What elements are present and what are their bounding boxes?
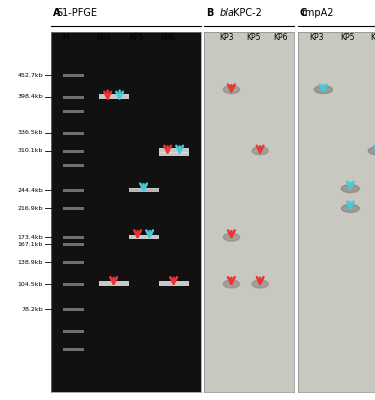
- Bar: [63, 74, 84, 77]
- Text: 336.5kb: 336.5kb: [18, 130, 43, 135]
- Text: bla: bla: [219, 8, 234, 18]
- Text: 104.5kb: 104.5kb: [18, 282, 43, 286]
- Text: 138.9kb: 138.9kb: [18, 260, 43, 265]
- Bar: [63, 348, 84, 350]
- Bar: [99, 282, 129, 286]
- Text: 216.9kb: 216.9kb: [18, 206, 43, 211]
- Ellipse shape: [368, 147, 375, 155]
- Text: KP6: KP6: [274, 33, 288, 42]
- Ellipse shape: [314, 86, 332, 94]
- Bar: [63, 330, 84, 333]
- Text: KP3: KP3: [220, 33, 234, 42]
- Text: KP6: KP6: [370, 33, 375, 42]
- Text: 78.2kb: 78.2kb: [21, 307, 43, 312]
- Ellipse shape: [341, 185, 359, 192]
- Bar: [63, 164, 84, 167]
- Text: 452.7kb: 452.7kb: [17, 73, 43, 78]
- Bar: [159, 148, 189, 152]
- Bar: [63, 243, 84, 246]
- Text: 310.1kb: 310.1kb: [18, 148, 43, 153]
- Text: rmpA2: rmpA2: [301, 8, 333, 18]
- Text: 173.4kb: 173.4kb: [17, 235, 43, 240]
- Ellipse shape: [223, 86, 240, 94]
- Text: C: C: [300, 8, 307, 18]
- Ellipse shape: [223, 233, 240, 241]
- Text: 244.4kb: 244.4kb: [17, 188, 43, 193]
- Bar: [159, 282, 189, 286]
- Bar: [63, 261, 84, 264]
- Bar: [63, 189, 84, 192]
- Bar: [63, 283, 84, 286]
- Bar: [63, 150, 84, 152]
- Ellipse shape: [252, 280, 268, 288]
- Text: KP3: KP3: [309, 33, 323, 42]
- Bar: [63, 207, 84, 210]
- Ellipse shape: [223, 280, 240, 288]
- Text: M: M: [62, 33, 69, 42]
- Bar: [129, 188, 159, 192]
- Ellipse shape: [252, 147, 268, 155]
- Bar: [129, 189, 159, 192]
- Text: KP5: KP5: [129, 33, 143, 42]
- Text: KP6: KP6: [160, 33, 175, 42]
- Text: KP5: KP5: [340, 33, 355, 42]
- Bar: [63, 236, 84, 239]
- Bar: [63, 132, 84, 134]
- Bar: [99, 94, 129, 99]
- Text: S1-PFGE: S1-PFGE: [56, 8, 98, 18]
- Bar: [63, 110, 84, 113]
- Bar: [63, 96, 84, 99]
- Text: 167.1kb: 167.1kb: [18, 242, 43, 247]
- Text: KP5: KP5: [247, 33, 261, 42]
- Text: A: A: [53, 8, 60, 18]
- Text: KPC-2: KPC-2: [232, 8, 261, 18]
- Bar: [63, 308, 84, 311]
- Bar: [159, 152, 189, 156]
- Text: 398.4kb: 398.4kb: [17, 94, 43, 99]
- Ellipse shape: [341, 204, 359, 212]
- Bar: [129, 235, 159, 239]
- Text: B: B: [206, 8, 214, 18]
- Text: KP3: KP3: [96, 33, 110, 42]
